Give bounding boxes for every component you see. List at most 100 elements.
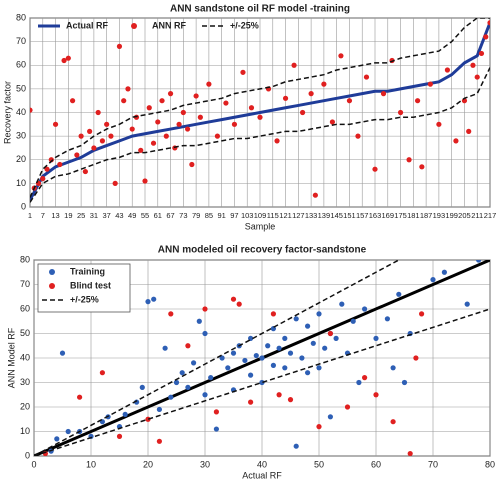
point: [214, 133, 221, 139]
x-tick-label: 217: [484, 211, 497, 220]
point: [282, 95, 289, 101]
point: [57, 161, 63, 168]
y-tick-label: 50: [20, 328, 30, 338]
point: [265, 343, 271, 349]
x-tick-label: 43: [115, 211, 123, 220]
point: [196, 318, 202, 324]
x-tick-label: 157: [356, 211, 369, 220]
chart-title: ANN sandstone oil RF model -training: [170, 4, 350, 15]
point: [397, 109, 404, 116]
point: [338, 53, 344, 59]
point: [145, 299, 151, 305]
point: [282, 365, 288, 371]
plot-layer: [34, 260, 490, 456]
point: [30, 107, 33, 113]
x-tick-label: 73: [179, 211, 187, 220]
line: [34, 260, 400, 456]
x-tick-label: 139: [318, 211, 331, 220]
point: [225, 365, 231, 371]
point: [356, 379, 362, 386]
line: [30, 22, 490, 201]
point: [390, 365, 396, 371]
point: [74, 152, 80, 158]
point: [327, 330, 333, 337]
point: [293, 443, 299, 449]
point: [380, 91, 387, 97]
legend-label: ANN RF: [152, 20, 186, 30]
x-tick-label: 0: [31, 459, 36, 469]
point: [82, 168, 88, 175]
point: [372, 166, 378, 172]
x-tick-label: 7: [41, 211, 45, 220]
x-tick-label: 50: [314, 459, 324, 469]
point: [333, 335, 339, 341]
point: [316, 424, 322, 430]
x-tick-label: 181: [407, 211, 420, 220]
point: [78, 133, 84, 139]
chart-title: ANN modeled oil recovery factor-sandston…: [158, 245, 367, 256]
legend-label: Training: [70, 266, 105, 276]
y-tick-label: 40: [20, 352, 30, 362]
point: [69, 98, 76, 104]
plot-layer: [30, 18, 490, 203]
point: [257, 114, 263, 120]
point: [276, 345, 282, 351]
point: [305, 370, 311, 376]
point: [363, 74, 370, 80]
y-tick-label: 20: [20, 401, 30, 411]
point: [248, 399, 254, 405]
point: [91, 145, 97, 151]
point: [362, 375, 368, 381]
point: [253, 352, 259, 359]
point: [208, 375, 214, 381]
point: [176, 121, 182, 127]
point: [240, 69, 246, 75]
x-axis-label: Actual RF: [242, 470, 282, 480]
point: [230, 296, 237, 302]
point: [168, 311, 174, 317]
point: [401, 379, 408, 386]
point: [138, 147, 144, 153]
point: [121, 98, 127, 104]
legend-label: Actual RF: [66, 20, 109, 30]
x-tick-label: 205: [458, 211, 471, 220]
point: [162, 345, 168, 351]
point: [373, 392, 379, 398]
point: [355, 133, 361, 139]
y-tick-label: 0: [21, 201, 26, 211]
point: [322, 345, 328, 351]
x-tick-label: 20: [143, 459, 153, 469]
point: [470, 62, 476, 68]
point: [478, 50, 485, 57]
point: [407, 450, 413, 456]
legend-label: Blind test: [70, 280, 111, 290]
y-tick-label: 60: [20, 303, 30, 313]
point: [129, 126, 135, 132]
point: [441, 269, 447, 275]
point: [122, 411, 128, 417]
y-tick-label: 10: [16, 178, 26, 188]
point: [213, 409, 219, 415]
point: [390, 419, 396, 425]
point: [202, 392, 208, 398]
x-tick-label: 115: [267, 211, 279, 220]
legend-label: +/-25%: [230, 20, 259, 30]
point: [299, 109, 306, 116]
x-tick-label: 85: [205, 211, 213, 220]
y-tick-label: 30: [16, 131, 26, 141]
point: [191, 360, 197, 366]
point: [344, 404, 351, 410]
point: [270, 362, 276, 368]
point: [95, 109, 101, 116]
x-tick-label: 55: [141, 211, 149, 220]
x-tick-label: 187: [420, 211, 433, 220]
x-tick-label: 37: [102, 211, 110, 220]
x-tick-label: 151: [343, 211, 356, 220]
point: [396, 291, 402, 297]
point: [108, 133, 114, 139]
point: [427, 81, 433, 87]
point: [436, 121, 442, 127]
point: [316, 365, 322, 371]
x-tick-label: 13: [51, 211, 59, 220]
